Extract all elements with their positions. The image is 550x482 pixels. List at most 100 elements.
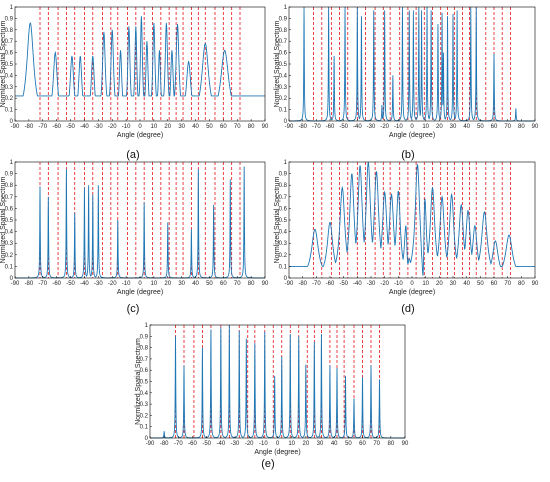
spectrum-line — [150, 324, 405, 439]
y-tick-label: 0.5 — [279, 218, 288, 224]
x-tick-label: 40 — [192, 124, 199, 130]
x-tick-label: 40 — [463, 281, 470, 287]
x-tick-label: -90 — [11, 281, 20, 287]
x-tick-label: -40 — [80, 124, 89, 130]
y-tick-label: 0.2 — [5, 96, 14, 102]
x-tick-label: -20 — [108, 281, 117, 287]
y-tick-label: 0.5 — [5, 62, 14, 68]
x-tick-label: 80 — [387, 441, 394, 447]
y-tick-label: 0.7 — [5, 39, 14, 45]
x-tick-label: 60 — [491, 124, 498, 130]
x-tick-label: 40 — [463, 124, 470, 130]
x-tick-label: -20 — [108, 124, 117, 130]
y-tick-label: 0.3 — [279, 241, 288, 247]
y-tick-label: 1 — [284, 160, 288, 166]
x-tick-label: -30 — [231, 441, 240, 447]
x-tick-label: -60 — [52, 124, 61, 130]
chart-panel-a: -90 -80 -70 -60 -50 -40 -30 -20 -10 0 10 20 30 40 50 60… — [0, 5, 269, 161]
x-tick-label: 10 — [288, 441, 295, 447]
y-axis-label: Normlized Spatial Spectrum — [274, 176, 281, 263]
y-axis-label: Normlized Spatial Spectrum — [274, 20, 281, 107]
x-tick-label: -40 — [216, 441, 225, 447]
y-tick-label: 0.6 — [5, 51, 14, 57]
y-tick-label: 0.5 — [5, 218, 14, 224]
x-tick-label: 80 — [518, 124, 525, 130]
panels: -90 -80 -70 -60 -50 -40 -30 -20 -10 0 10 20 30 40 50 60… — [0, 5, 539, 470]
x-tick-label: 90 — [532, 124, 539, 130]
x-tick-label: 30 — [317, 441, 324, 447]
spectrum-line — [289, 161, 535, 276]
x-tick-label: -30 — [367, 124, 376, 130]
y-tick-label: 0.2 — [279, 96, 288, 102]
x-tick-label: -80 — [25, 124, 34, 130]
x-tick-label: 80 — [248, 281, 255, 287]
panel-label: (c) — [127, 303, 140, 315]
x-tick-label: -50 — [339, 124, 348, 130]
x-tick-label: 90 — [532, 281, 539, 287]
y-axis-label: Normlized Spatial Spectrum — [135, 338, 142, 425]
x-tick-label: -20 — [380, 124, 389, 130]
x-tick-label: -90 — [285, 281, 294, 287]
y-tick-label: 0.6 — [279, 51, 288, 57]
x-tick-label: -70 — [312, 124, 321, 130]
y-tick-label: 0.6 — [279, 206, 288, 212]
y-tick-label: 0.4 — [279, 230, 288, 236]
x-tick-label: 10 — [151, 281, 158, 287]
x-tick-label: 30 — [178, 124, 185, 130]
x-tick-label: 10 — [422, 124, 429, 130]
y-tick-label: 0.9 — [5, 16, 14, 22]
y-tick-label: 1 — [10, 160, 14, 166]
y-tick-label: 0.8 — [279, 183, 288, 189]
x-tick-label: -40 — [353, 281, 362, 287]
y-tick-label: 0.4 — [5, 73, 14, 79]
x-tick-label: -10 — [394, 124, 403, 130]
y-tick-label: 0.1 — [5, 108, 14, 114]
y-tick-label: 0.1 — [5, 264, 14, 270]
panel-label: (a) — [126, 149, 139, 161]
x-tick-label: 70 — [504, 124, 511, 130]
plot-frame — [149, 324, 406, 439]
x-axis-label: Angle (degree) — [117, 289, 163, 296]
x-tick-label: 70 — [234, 124, 241, 130]
x-tick-label: -10 — [122, 281, 131, 287]
x-tick-label: 70 — [373, 441, 380, 447]
x-tick-label: 20 — [302, 441, 309, 447]
x-tick-label: -90 — [146, 441, 155, 447]
x-tick-label: -70 — [174, 441, 183, 447]
y-tick-label: 0.8 — [5, 183, 14, 189]
x-tick-label: -10 — [122, 124, 131, 130]
x-tick-label: -60 — [188, 441, 197, 447]
y-tick-label: 0 — [145, 436, 149, 442]
y-axis-label: Normlized Spatial Spectrum — [0, 176, 7, 263]
x-tick-label: -50 — [66, 281, 75, 287]
y-tick-label: 0.4 — [279, 73, 288, 79]
x-tick-label: -30 — [94, 124, 103, 130]
x-tick-label: -70 — [38, 281, 47, 287]
y-tick-label: 0.3 — [140, 402, 149, 408]
chart-panel-e: -90 -80 -70 -60 -50 -40 -30 -20 -10 0 10 20 30 40 50 60… — [135, 323, 409, 470]
x-tick-label: -50 — [66, 124, 75, 130]
x-tick-label: -40 — [80, 281, 89, 287]
chart-panel-b: -90 -80 -70 -60 -50 -40 -30 -20 -10 0 10 20 30 40 50 60… — [274, 5, 539, 161]
y-tick-label: 0.2 — [5, 253, 14, 259]
x-tick-label: -50 — [339, 281, 348, 287]
x-tick-label: -90 — [11, 124, 20, 130]
x-tick-label: 60 — [220, 124, 227, 130]
y-tick-label: 0.7 — [279, 195, 288, 201]
x-tick-label: -80 — [298, 124, 307, 130]
x-tick-label: 50 — [477, 281, 484, 287]
x-tick-label: 0 — [138, 281, 142, 287]
x-tick-label: 30 — [450, 124, 457, 130]
y-tick-label: 0.3 — [279, 85, 288, 91]
y-tick-label: 0.5 — [279, 62, 288, 68]
chart-panel-d: -90 -80 -70 -60 -50 -40 -30 -20 -10 0 10 20 30 40 50 60… — [274, 160, 539, 315]
y-tick-label: 0.9 — [279, 172, 288, 178]
y-tick-label: 0.2 — [279, 253, 288, 259]
x-tick-label: 20 — [164, 281, 171, 287]
x-tick-label: -70 — [38, 124, 47, 130]
x-tick-label: 10 — [422, 281, 429, 287]
x-tick-label: -80 — [160, 441, 169, 447]
x-tick-label: 70 — [234, 281, 241, 287]
y-tick-label: 0 — [284, 119, 288, 125]
